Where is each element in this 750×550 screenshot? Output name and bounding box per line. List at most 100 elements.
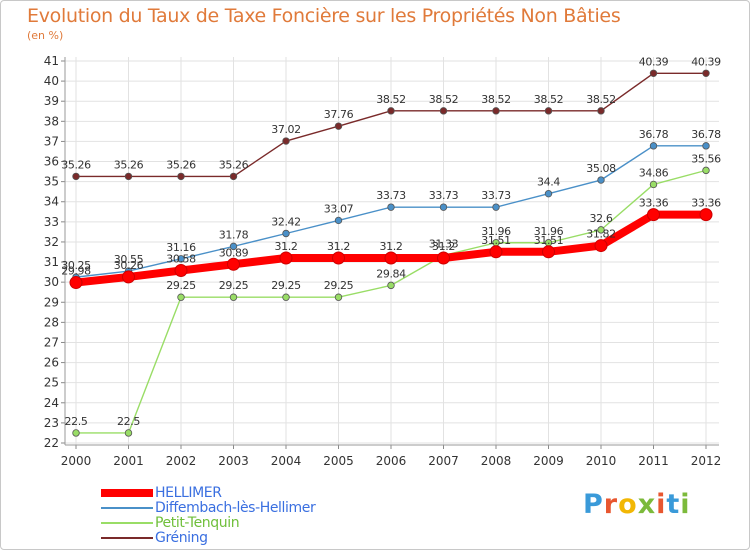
x-tick-label: 2005 [323, 454, 354, 468]
series-1-data-label: 36.78 [639, 128, 669, 141]
x-tick-label: 2012 [691, 454, 722, 468]
legend-swatch [101, 489, 153, 497]
series-3-point [177, 172, 185, 181]
series-3-data-label: 35.26 [166, 158, 196, 171]
x-tick-label: 2000 [61, 454, 92, 468]
series-1-data-label: 33.73 [376, 189, 406, 202]
series-2-data-label: 29.25 [271, 279, 301, 292]
x-tick-label: 2002 [166, 454, 197, 468]
series-1-point [439, 203, 448, 211]
series-2-data-label: 32.6 [590, 212, 613, 225]
series-2-point [177, 293, 185, 301]
series-1-point [492, 203, 500, 211]
series-0-data-label: 31.2 [432, 240, 455, 253]
chart-title: Evolution du Taux de Taxe Foncière sur l… [27, 5, 621, 27]
series-3-point [387, 107, 395, 115]
legend-label: Diffembach-lès-Hellimer [155, 500, 316, 516]
series-2-data-label: 29.84 [376, 267, 406, 280]
series-0-data-label: 30.58 [166, 252, 196, 265]
y-tick-label: 24 [44, 396, 59, 410]
series-0-point [489, 245, 503, 259]
legend-label: Gréning [155, 530, 208, 546]
y-tick-label: 22 [44, 436, 59, 450]
series-1-data-label: 32.42 [271, 216, 301, 229]
series-0-data-label: 30.89 [219, 246, 249, 259]
series-1-point [387, 203, 395, 211]
series-0-data-label: 29.98 [61, 265, 91, 278]
x-tick-label: 2006 [376, 454, 407, 468]
series-0-data-label: 30.26 [114, 259, 144, 272]
y-tick-label: 28 [44, 315, 59, 329]
y-tick-label: 38 [44, 114, 59, 128]
series-2-point [387, 281, 395, 290]
series-2-data-label: 29.25 [324, 279, 354, 292]
series-2-point [334, 293, 343, 301]
series-2-data-label: 31.96 [481, 225, 511, 238]
legend-swatch [101, 522, 153, 524]
series-2-data-label: 31.96 [534, 225, 564, 238]
y-tick-label: 30 [44, 275, 59, 289]
series-3-data-label: 35.26 [219, 158, 249, 171]
series-3-data-label: 38.52 [586, 93, 616, 106]
series-3-data-label: 35.26 [61, 158, 91, 171]
series-3-data-label: 38.52 [534, 93, 564, 106]
series-3-point [282, 137, 290, 145]
y-tick-label: 40 [44, 74, 59, 88]
series-2-data-label: 35.56 [691, 152, 721, 165]
series-3-data-label: 40.39 [691, 55, 721, 68]
series-1-point [544, 189, 553, 198]
series-3-point [334, 122, 343, 130]
series-2-data-label: 34.86 [639, 166, 669, 179]
series-0-data-label: 31.51 [534, 234, 564, 247]
series-3-data-label: 37.76 [324, 108, 354, 121]
series-3-point [492, 107, 500, 115]
series-0-point [279, 251, 293, 265]
series-2-point [649, 180, 658, 189]
legend-swatch [101, 507, 153, 509]
series-0-data-label: 31.2 [327, 240, 350, 253]
series-0-point [647, 208, 660, 222]
series-2-point [282, 293, 290, 301]
series-2-point [72, 429, 80, 437]
x-tick-label: 2011 [638, 454, 669, 468]
series-0-data-label: 31.51 [481, 234, 511, 247]
series-3-point [124, 172, 133, 181]
legend-swatch [101, 537, 153, 539]
y-tick-label: 41 [44, 54, 59, 68]
series-1-data-label: 30.25 [61, 259, 91, 272]
series-1-data-label: 33.73 [481, 189, 511, 202]
series-0-point [384, 251, 398, 265]
series-0-point [437, 251, 450, 265]
series-1-data-label: 31.78 [219, 228, 249, 241]
series-0-data-label: 31.2 [275, 240, 298, 253]
series-3-data-label: 38.52 [376, 93, 406, 106]
x-tick-label: 2010 [586, 454, 617, 468]
y-tick-label: 36 [44, 155, 59, 169]
series-3-data-label: 40.39 [639, 55, 669, 68]
y-tick-label: 33 [44, 215, 59, 229]
series-1-data-label: 33.73 [429, 189, 459, 202]
series-3-point [439, 107, 448, 115]
y-tick-label: 34 [44, 195, 59, 209]
series-1-point [282, 229, 290, 238]
y-tick-label: 29 [44, 295, 59, 309]
series-0-point [174, 263, 188, 277]
x-tick-label: 2009 [533, 454, 564, 468]
series-2-point [702, 166, 710, 175]
series-1-data-label: 30.55 [114, 253, 144, 266]
series-3-point [649, 69, 658, 77]
y-tick-label: 27 [44, 335, 59, 349]
series-2-point [124, 429, 133, 437]
x-tick-label: 2007 [428, 454, 459, 468]
series-2-data-label: 31.33 [429, 237, 459, 250]
series-0-data-label: 31.2 [380, 240, 403, 253]
series-3-point [597, 107, 605, 115]
y-tick-label: 37 [44, 134, 59, 148]
series-0-point [122, 270, 135, 284]
y-tick-label: 31 [44, 255, 59, 269]
series-1-data-label: 31.16 [166, 241, 196, 254]
series-0-point [69, 276, 83, 290]
x-tick-label: 2008 [481, 454, 512, 468]
proxiti-logo: Proxiti [583, 489, 691, 520]
